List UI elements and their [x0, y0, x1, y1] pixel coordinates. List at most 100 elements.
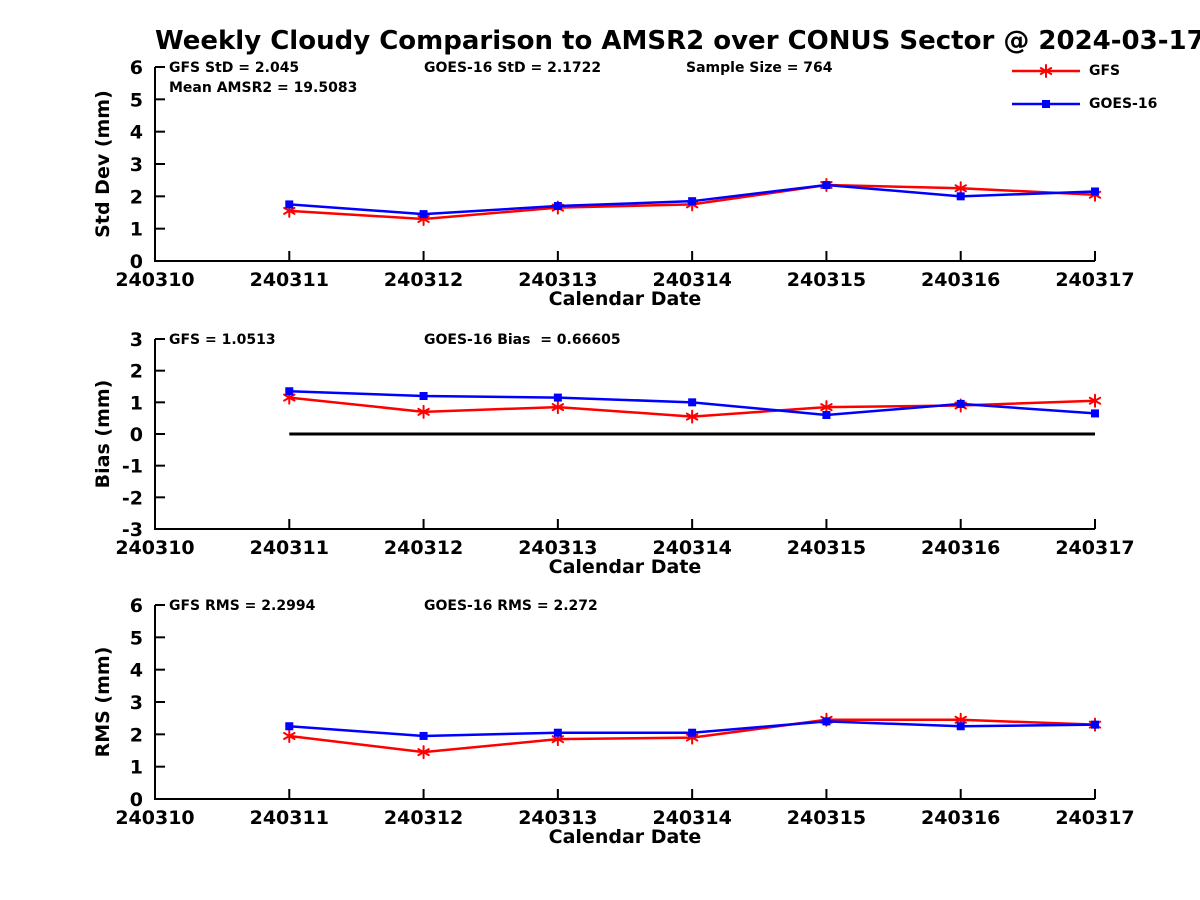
marker-goes-16 — [553, 202, 562, 211]
y-tick-label: 0 — [130, 789, 143, 811]
star-stroke — [551, 735, 565, 744]
y-tick-label: 6 — [130, 57, 143, 79]
x-tick-label: 240311 — [250, 269, 329, 291]
marker-goes-16 — [956, 399, 965, 408]
marker-goes-16 — [419, 210, 428, 219]
star-stroke — [954, 184, 967, 193]
legend-item-goes16: GOES-16 — [1012, 92, 1157, 116]
y-tick-label: 3 — [130, 329, 143, 351]
y-axis-label: Std Dev (mm) — [92, 90, 114, 238]
star-stroke — [820, 403, 833, 412]
x-tick-label: 240311 — [250, 537, 329, 559]
legend-label-gfs: GFS — [1089, 63, 1121, 79]
x-tick-label: 240316 — [921, 537, 1000, 559]
marker-goes-16 — [553, 728, 562, 737]
y-tick-label: 3 — [130, 692, 143, 714]
y-tick-label: 1 — [130, 757, 143, 779]
marker-gfs — [551, 400, 565, 415]
marker-goes-16 — [285, 722, 294, 731]
annotation: GFS = 1.0513 — [169, 332, 276, 348]
marker-goes-16 — [688, 728, 697, 737]
star-stroke — [1039, 67, 1053, 75]
x-tick-label: 240315 — [787, 537, 866, 559]
x-axis-label: Calendar Date — [549, 826, 702, 848]
x-tick-label: 240312 — [384, 807, 463, 829]
y-axis-label: Bias (mm) — [92, 380, 114, 489]
legend-label-goes16: GOES-16 — [1089, 96, 1158, 112]
y-tick-label: 0 — [130, 424, 143, 446]
y-tick-label: 1 — [130, 219, 143, 241]
x-tick-label: 240315 — [787, 807, 866, 829]
star-stroke — [283, 731, 296, 740]
annotation: GFS RMS = 2.2994 — [169, 598, 316, 614]
x-tick-label: 240317 — [1055, 537, 1134, 559]
y-tick-label: 3 — [130, 154, 143, 176]
x-axis-label: Calendar Date — [549, 288, 702, 310]
star-stroke — [417, 407, 430, 416]
x-tick-label: 240312 — [384, 269, 463, 291]
star-stroke — [551, 403, 565, 412]
y-tick-label: 2 — [130, 186, 143, 208]
marker-goes-16 — [285, 387, 294, 396]
marker-gfs — [417, 745, 430, 760]
chart-title: Weekly Cloudy Comparison to AMSR2 over C… — [155, 26, 1200, 56]
marker-goes-16 — [688, 398, 697, 407]
star-stroke — [954, 715, 967, 724]
x-tick-label: 240313 — [518, 537, 597, 559]
marker-goes-16 — [1091, 720, 1099, 729]
star-stroke — [283, 393, 296, 402]
x-tick-label: 240310 — [115, 269, 194, 291]
legend: GFS GOES-16 — [1012, 59, 1157, 125]
x-tick-label: 240315 — [787, 269, 866, 291]
annotation: GOES-16 StD = 2.1722 — [424, 60, 601, 76]
marker-goes-16 — [956, 722, 965, 731]
marker-gfs — [685, 409, 699, 424]
legend-marker — [1042, 100, 1050, 108]
y-tick-label: 5 — [130, 89, 143, 111]
x-tick-label: 240316 — [921, 269, 1000, 291]
legend-marker — [1039, 64, 1053, 78]
marker-gfs — [954, 181, 967, 196]
marker-gfs — [417, 404, 430, 419]
y-tick-label: 4 — [130, 660, 143, 682]
x-tick-label: 240312 — [384, 537, 463, 559]
x-tick-label: 240310 — [115, 537, 194, 559]
marker-goes-16 — [419, 731, 428, 740]
y-tick-label: 4 — [130, 122, 143, 144]
y-tick-label: 2 — [130, 361, 143, 383]
y-tick-label: 2 — [130, 724, 143, 746]
y-tick-label: 0 — [130, 251, 143, 273]
goes16-line-square-icon — [1012, 100, 1080, 108]
gfs-line-star-icon — [1012, 64, 1080, 78]
y-tick-label: -2 — [122, 487, 143, 509]
star-stroke — [283, 206, 296, 215]
x-tick-label: 240316 — [921, 807, 1000, 829]
x-tick-label: 240310 — [115, 807, 194, 829]
marker-gfs — [1088, 393, 1102, 408]
y-tick-label: 6 — [130, 595, 143, 617]
star-stroke — [685, 412, 699, 421]
annotation: Sample Size = 764 — [686, 60, 833, 76]
x-tick-label: 240314 — [652, 807, 731, 829]
marker-goes-16 — [822, 181, 831, 190]
star-stroke — [417, 748, 430, 757]
x-tick-label: 240313 — [518, 269, 597, 291]
x-tick-label: 240311 — [250, 807, 329, 829]
subplot-std-dev: 0 1 2 3 4 5 6 240310 240311 240312 240313 240314 240… — [92, 57, 1135, 310]
y-axis-label: RMS (mm) — [92, 647, 114, 758]
star-stroke — [1088, 396, 1102, 405]
annotation: GOES-16 Bias = 0.66605 — [424, 332, 621, 348]
marker-goes-16 — [822, 717, 831, 726]
marker-gfs — [283, 728, 296, 743]
annotation: Mean AMSR2 = 19.5083 — [169, 80, 357, 96]
y-tick-label: 1 — [130, 392, 143, 414]
x-tick-label: 240313 — [518, 807, 597, 829]
x-tick-label: 240317 — [1055, 269, 1134, 291]
marker-goes-16 — [285, 200, 294, 209]
marker-goes-16 — [1091, 409, 1099, 418]
y-tick-label: 5 — [130, 627, 143, 649]
annotation: GFS StD = 2.045 — [169, 60, 299, 76]
marker-goes-16 — [1091, 187, 1099, 196]
